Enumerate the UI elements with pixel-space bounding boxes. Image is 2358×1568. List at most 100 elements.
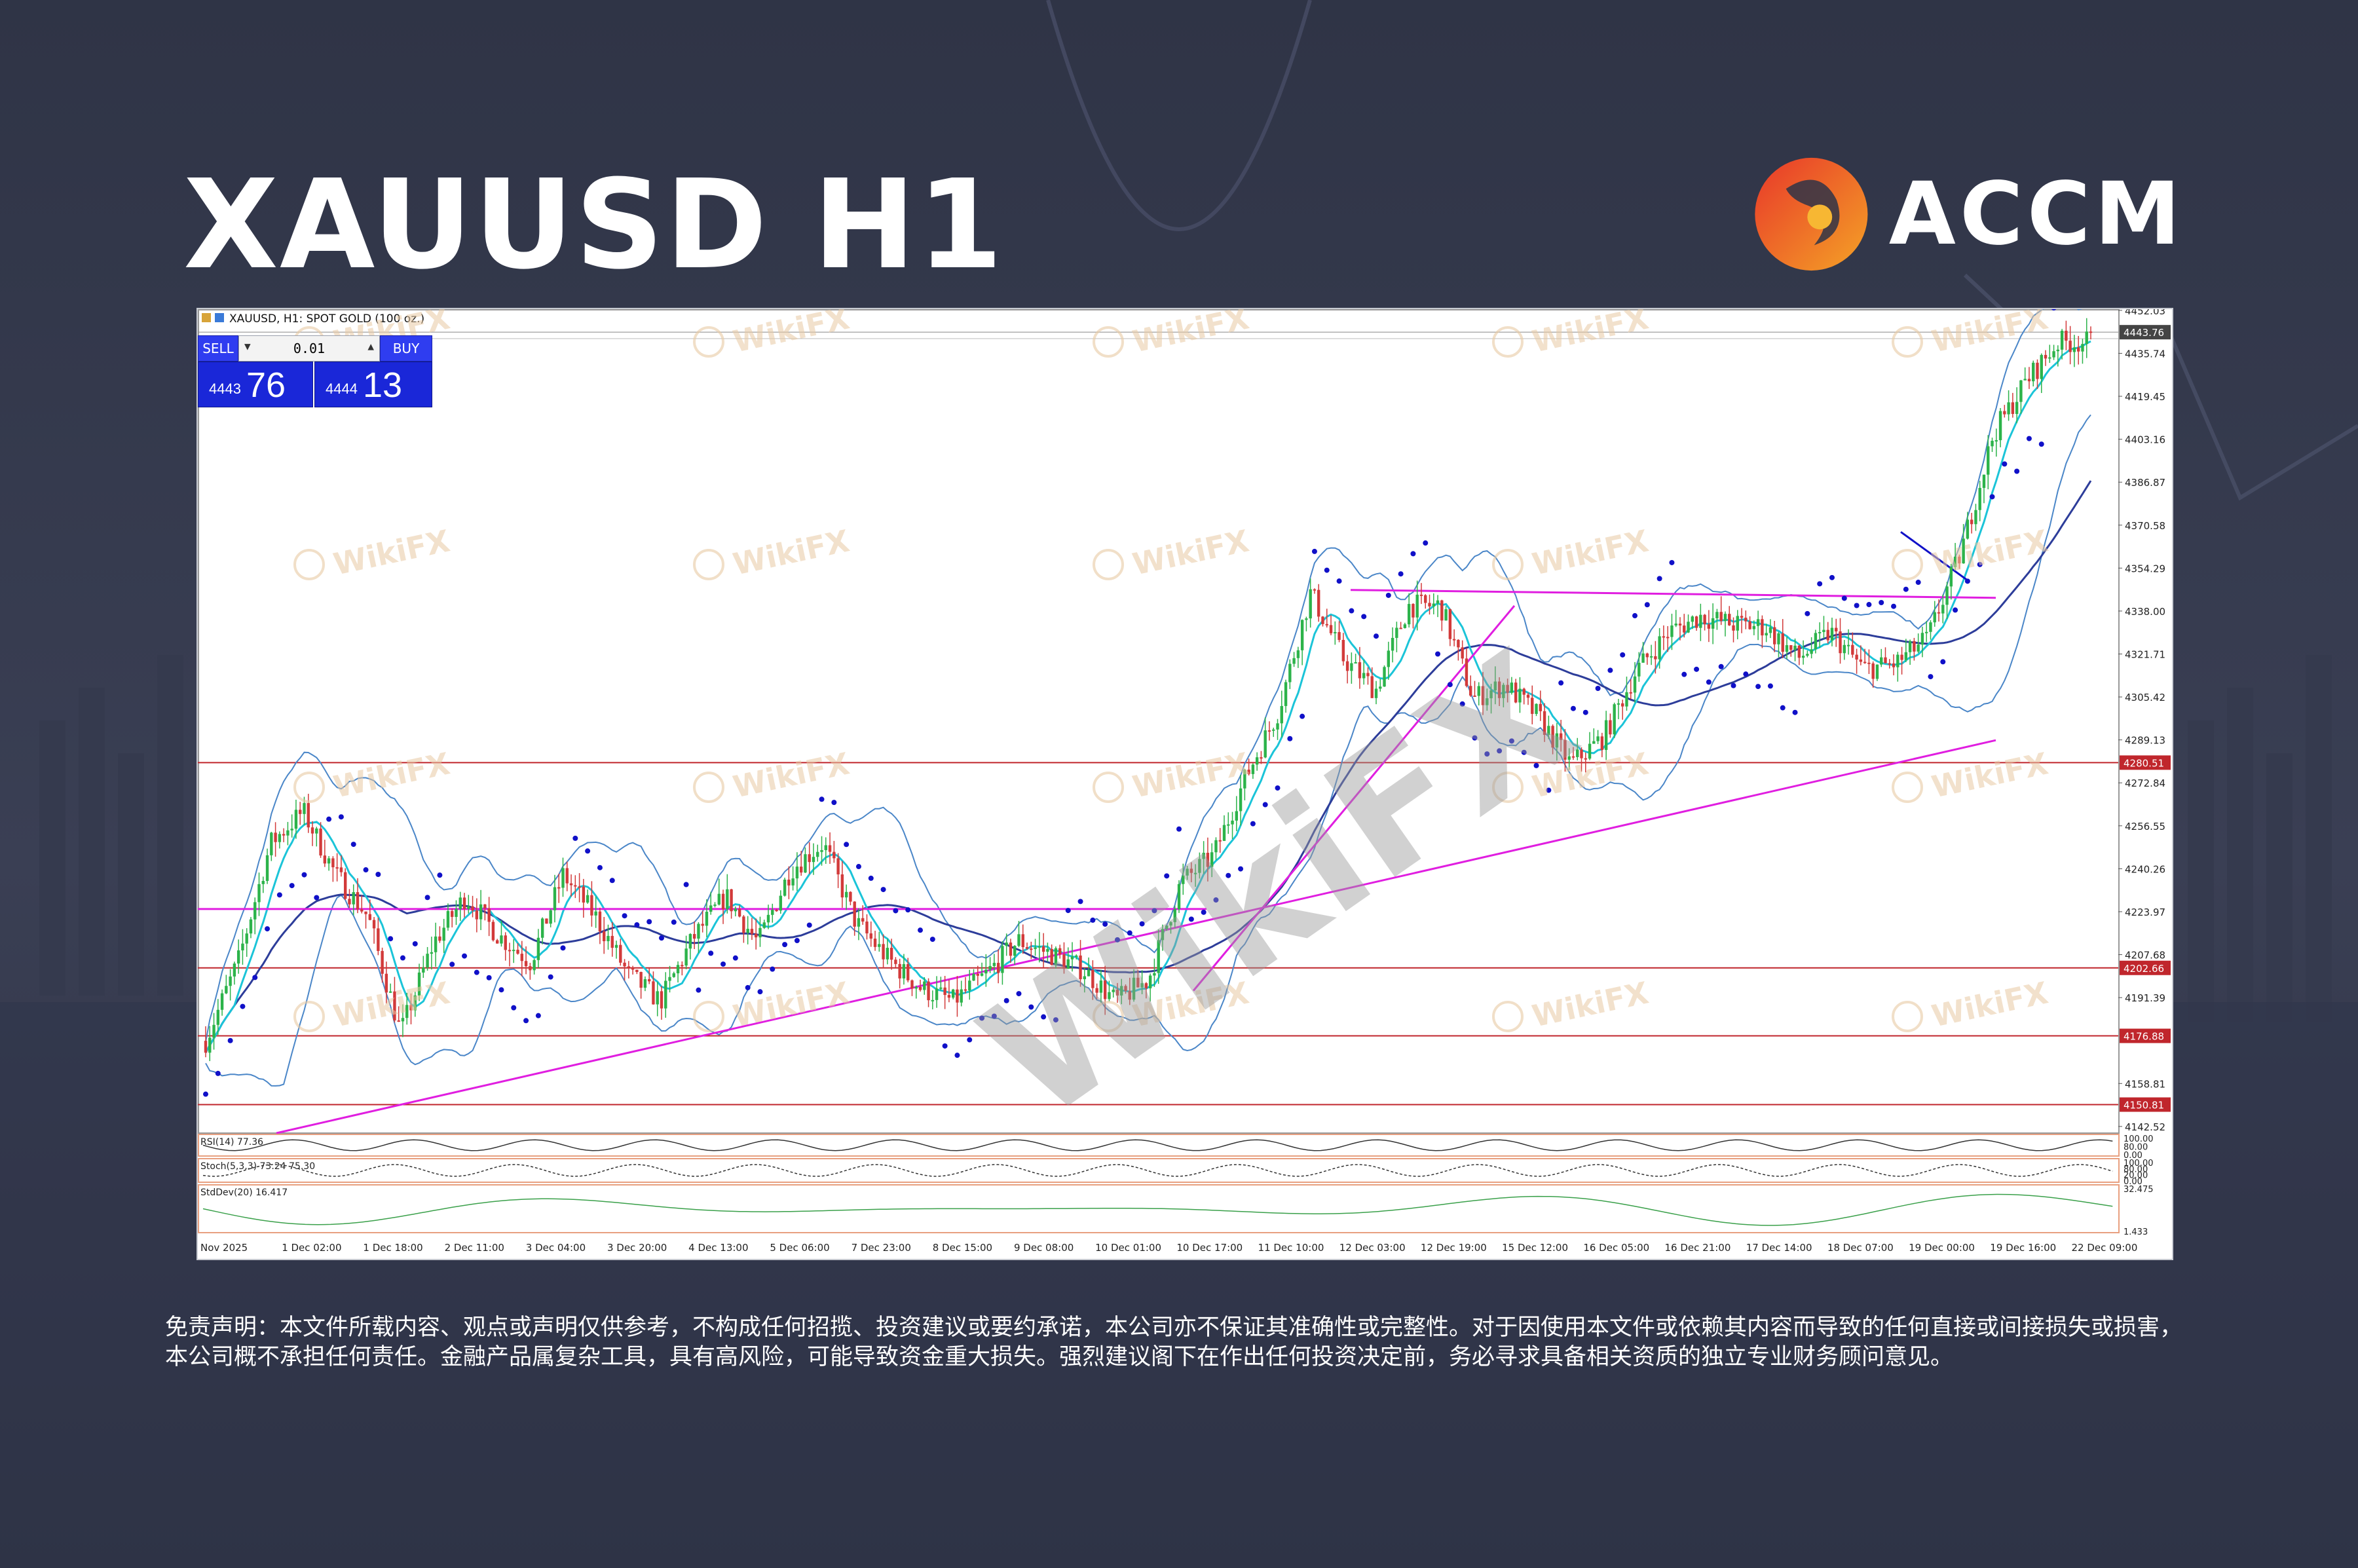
candle-body <box>836 858 840 875</box>
candle-body <box>1034 947 1037 949</box>
candle-body <box>1920 633 1924 645</box>
candle-body <box>434 936 438 952</box>
sar-dot <box>1151 908 1157 914</box>
candle-body <box>1473 695 1476 697</box>
candle-body <box>1761 619 1764 636</box>
price-tick-label: 4142.52 <box>2125 1121 2165 1133</box>
chevron-down-icon[interactable]: ▼ <box>244 340 251 352</box>
sar-dot <box>1139 921 1145 927</box>
sar-dot <box>449 961 455 967</box>
candle-body <box>647 979 651 982</box>
candle-body <box>1395 627 1398 638</box>
candle-body <box>1571 756 1575 758</box>
sar-dot <box>1632 613 1638 619</box>
candle-body <box>804 854 807 873</box>
sar-dot <box>375 872 381 878</box>
watermark-text: WikiFX <box>1529 523 1651 582</box>
sar-dot <box>1928 674 1934 680</box>
page-title: XAUUSD H1 <box>183 153 1005 297</box>
candle-body <box>1222 825 1226 841</box>
candle-body <box>1559 733 1563 740</box>
sar-dot <box>276 892 282 898</box>
sar-dot <box>1003 998 1009 1003</box>
candle-body <box>676 965 680 974</box>
sar-dot <box>1361 614 1367 620</box>
candle-body <box>1354 662 1357 664</box>
sar-dot <box>819 796 825 802</box>
candle-body <box>820 849 823 852</box>
candle-body <box>619 944 622 963</box>
candle-body <box>1477 686 1480 696</box>
chart-window[interactable]: XAUUSD, H1: SPOT GOLD (100 oz.) 4452.03 4… <box>196 308 2173 1260</box>
candle-body <box>1892 663 1896 667</box>
sar-dot <box>572 835 578 841</box>
brand-name: ACCM <box>1888 164 2184 265</box>
price-tick-label: 4386.87 <box>2125 477 2165 489</box>
sar-dot <box>991 1013 997 1019</box>
level-price-label: 4176.88 <box>2124 1031 2164 1043</box>
sar-dot <box>252 975 258 980</box>
bollinger-upper <box>205 309 2083 1043</box>
sar-dot <box>1521 749 1527 755</box>
lot-size-input[interactable]: ▼ 0.01 ▲ <box>238 335 380 362</box>
sar-dot <box>1558 680 1564 686</box>
candle-body <box>1235 811 1239 821</box>
candle-body <box>1748 621 1751 629</box>
price-chart[interactable]: XAUUSD, H1: SPOT GOLD (100 oz.) 4452.034… <box>198 309 2172 1259</box>
indicator-pane <box>198 1184 2120 1233</box>
bollinger-bands <box>205 309 2091 1087</box>
candle-body <box>1313 589 1317 591</box>
candle-body <box>1502 684 1505 698</box>
candle-body <box>310 827 314 834</box>
time-tick-label: 4 Dec 13:00 <box>688 1242 748 1254</box>
candle-body <box>1913 641 1916 652</box>
current-price-box <box>2120 325 2171 340</box>
candle-body <box>1978 487 1981 510</box>
candle-body <box>1341 640 1345 662</box>
parabolic-sar <box>203 309 2057 1097</box>
candle-body <box>1814 633 1818 650</box>
candle-body <box>545 918 548 924</box>
indicator-tick-label: 1.433 <box>2124 1227 2148 1237</box>
sar-dot <box>1570 705 1576 711</box>
sar-dot <box>929 937 935 943</box>
candle-body <box>1526 694 1530 698</box>
candle-body <box>1329 625 1333 633</box>
candle-body <box>828 845 832 852</box>
candle-body <box>992 963 996 966</box>
sar-dot <box>880 887 886 893</box>
candle-body <box>1374 688 1378 698</box>
time-tick-label: 12 Dec 19:00 <box>1421 1242 1487 1254</box>
candle-body <box>1345 661 1349 671</box>
level-price-box <box>2120 755 2171 770</box>
sar-dot <box>609 878 615 884</box>
candle-body <box>1021 934 1024 948</box>
sell-price-box[interactable]: 4443 76 <box>198 362 313 407</box>
candle-body <box>1432 603 1435 607</box>
candle-body <box>1321 616 1324 624</box>
price-tick-label: 4354.29 <box>2125 563 2165 574</box>
candle-body <box>536 937 540 960</box>
sell-button[interactable]: SELL <box>198 335 238 362</box>
candle-body <box>2040 354 2043 379</box>
sar-dot <box>732 955 738 961</box>
sar-dot <box>954 1053 960 1058</box>
candle-body <box>1567 756 1571 760</box>
candle-body <box>323 855 327 864</box>
candle-body <box>381 950 384 974</box>
indicator-pane <box>198 1134 2120 1157</box>
chevron-up-icon[interactable]: ▲ <box>367 340 374 352</box>
watermark-big-text: WikiFX <box>950 615 1608 1159</box>
sar-dot <box>1336 578 1342 584</box>
candle-body <box>529 966 532 971</box>
sar-dot <box>1792 709 1798 715</box>
buy-price-box[interactable]: 4444 13 <box>314 362 432 407</box>
buy-button[interactable]: BUY <box>380 335 432 362</box>
sar-dot <box>2038 441 2044 447</box>
candle-body <box>2072 347 2076 352</box>
wikifx-logo-icon <box>1093 549 1124 580</box>
watermark-text: WikiFX <box>1928 975 2051 1034</box>
candle-body <box>343 872 347 899</box>
sar-dot <box>1595 686 1601 692</box>
sar-dot <box>1977 561 1983 567</box>
